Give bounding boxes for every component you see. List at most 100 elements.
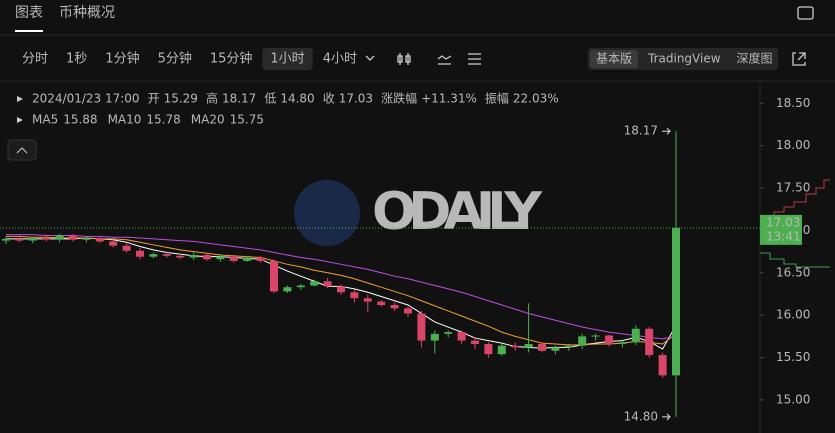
candle-body [524,343,533,348]
interval-selected [262,48,313,70]
candle-body [337,286,345,293]
candle-body [82,238,91,240]
candle-body [95,238,104,242]
candle-body [417,313,426,341]
candle-body [618,342,627,344]
extreme-arrow [662,413,671,421]
candle-body [216,256,225,260]
view-option[interactable]: 深度图 [737,51,773,66]
info-value: 14.80 [280,92,314,106]
candle-body [511,345,520,348]
view-option[interactable]: TradingView [647,52,721,66]
candle-body [256,257,265,261]
candle-body [631,328,640,343]
candle-body [176,255,185,258]
tab[interactable]: 币种概况 [59,5,115,21]
candle-body [296,285,305,288]
fullscreen-icon[interactable] [792,52,806,66]
last-price-tag [760,214,802,245]
info-label: 振幅 [485,91,509,106]
candle-body [2,238,10,241]
ma-line [6,234,677,340]
candle-body [658,355,667,376]
watermark: ODAILY [372,182,543,242]
candle-body [430,333,439,341]
settings-icon[interactable] [468,53,481,65]
candle-body [350,292,359,299]
candle-body [243,257,252,261]
info-label: 开 [148,92,160,106]
info-value: 22.03% [513,92,559,106]
candle-body [283,287,292,292]
candle-icon[interactable] [397,53,411,65]
candle-body [229,256,238,261]
legend-value: 15.78 [146,113,180,127]
info-value: 17.03 [339,92,373,106]
watermark-logo [294,180,360,246]
candle-body [42,238,51,240]
candle-body [645,328,654,356]
interval[interactable]: 4小时 [323,52,357,67]
info-label: 涨跌幅 [381,91,417,106]
info-value: 15.29 [164,92,198,106]
extreme-label: 18.17 [624,124,658,138]
depth-ask [760,179,830,219]
candle-body [162,254,171,256]
collapse-button[interactable] [7,139,37,161]
candle-body [270,260,278,292]
candle-body [538,343,546,351]
info-toggle[interactable] [17,117,23,123]
collapse-icon [16,147,28,154]
candle-body [390,305,399,309]
candle-body [591,335,600,337]
extreme-arrow [662,127,671,135]
y-tick-label: 18.00 [776,138,810,152]
ma-line [6,235,677,346]
candle-body [55,235,64,240]
legend-value: 15.88 [63,113,97,127]
candle-body [672,227,680,376]
info-label: 收 [323,92,335,106]
depth-bid [760,252,830,268]
info-toggle[interactable] [17,96,23,102]
info-label: 高 [206,91,218,106]
extreme-label: 14.80 [624,409,658,423]
legend-name: MA5 [32,113,58,127]
interval[interactable]: 15分钟 [210,51,253,67]
tab-underline [15,30,43,32]
legend-name: MA10 [108,113,142,127]
dropdown-icon[interactable] [365,55,375,61]
candle-body [605,335,613,344]
candle-body [15,238,24,241]
view-option[interactable]: 基本版 [596,52,632,66]
interval[interactable]: 5分钟 [158,51,192,67]
y-tick-label: 18.50 [776,96,810,110]
legend-name: MA20 [191,113,225,127]
candle-body [471,340,479,344]
toolbar-icons [365,52,806,66]
candle-body [310,281,319,286]
y-tick-label: 16.50 [776,265,810,279]
candle-body [404,308,412,314]
interval[interactable]: 分时 [22,52,48,67]
interval[interactable]: 1小时 [270,52,304,67]
candle-body [578,336,587,346]
indicator-icon[interactable] [437,55,452,65]
info-label: 低 [264,92,276,106]
info-value: +11.31% [421,92,477,106]
interval[interactable]: 1秒 [66,52,87,67]
candle-body [564,345,573,348]
candle-body [203,254,211,260]
candle-body [484,343,493,355]
info-time: 2024/01/23 17:00 [32,92,140,106]
y-tick-label: 15.50 [776,350,810,364]
interval[interactable]: 1分钟 [105,51,139,67]
tab[interactable]: 图表 [15,5,43,21]
candle-body [189,254,198,258]
y-tick-label: 15.00 [776,392,810,406]
window-icon[interactable] [797,6,814,20]
candle-body [444,332,453,334]
view-selected [590,50,639,68]
